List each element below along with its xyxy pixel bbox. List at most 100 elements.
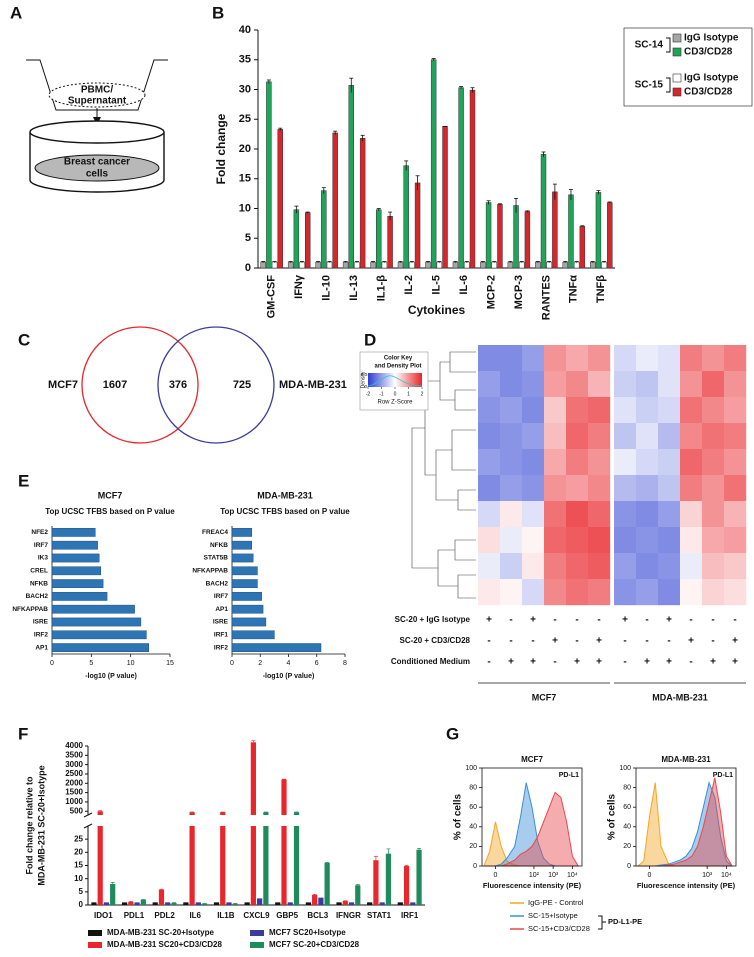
heatmap-cell — [544, 475, 567, 502]
density-curve — [367, 375, 423, 387]
heatmap-cell — [680, 501, 703, 528]
y-tick-label: NFKAPPAB — [192, 568, 228, 575]
bar — [257, 898, 263, 905]
bar — [326, 261, 333, 269]
bar — [231, 643, 322, 652]
bar — [379, 902, 385, 905]
bar — [51, 630, 147, 640]
bar — [376, 209, 382, 269]
condition-sign: - — [553, 615, 556, 626]
x-tick-label: 10 — [127, 660, 135, 667]
dendrogram — [411, 351, 476, 599]
heatmap-cell — [544, 423, 567, 450]
condition-sign: + — [688, 636, 694, 647]
key-density-tick: 0 — [364, 384, 367, 389]
venn-count: 725 — [233, 379, 251, 391]
x-tick-label: RANTES — [540, 275, 552, 320]
condition-sign: + — [666, 657, 672, 668]
bar — [231, 604, 264, 614]
heatmap-cell — [614, 397, 637, 424]
panel-letter: F — [18, 724, 28, 743]
heatmap-cell — [724, 475, 747, 502]
bar — [293, 209, 300, 269]
key-tick-label: 0 — [394, 391, 397, 397]
x-tick-label: 0 — [494, 872, 498, 879]
heatmap-cell — [588, 527, 611, 554]
heatmap-cell — [614, 423, 637, 450]
bar — [513, 205, 519, 269]
x-axis-title: Fluorescence intensity (PE) — [483, 881, 582, 890]
heatmap-cell — [724, 579, 747, 606]
heatmap-cell — [588, 449, 611, 476]
y-tick-label: AP1 — [215, 606, 228, 613]
bar — [220, 812, 226, 815]
venn-set — [81, 326, 199, 444]
axis-break — [83, 823, 93, 829]
chart-title: MCF7 — [98, 490, 123, 500]
bar — [568, 194, 574, 269]
bar — [552, 191, 558, 269]
y-tick-label: 2500 — [65, 769, 83, 778]
heatmap-cell — [680, 527, 703, 554]
condition-sign: + — [666, 615, 672, 626]
condition-sign: + — [732, 657, 738, 668]
y-tick-label: 500 — [70, 806, 84, 815]
bar — [312, 894, 318, 905]
bar — [315, 261, 321, 269]
heatmap-cell — [702, 371, 725, 398]
heatmap-cell — [636, 553, 659, 580]
heatmap-cell — [658, 501, 681, 528]
y-tick-label: 60 — [623, 804, 631, 811]
heatmap-cell — [588, 501, 611, 528]
chart-title: MDA-MB-231 — [661, 755, 711, 764]
bar — [158, 889, 165, 905]
bar — [231, 630, 275, 640]
heatmap-cell — [636, 449, 659, 476]
condition-sign: + — [732, 636, 738, 647]
x-axis-title: Cytokines — [408, 303, 466, 317]
heatmap-cell — [500, 423, 523, 450]
x-tick-label: BCL3 — [307, 911, 328, 920]
y-tick-label: 20 — [74, 847, 83, 856]
condition-sign: - — [645, 615, 648, 626]
bar — [263, 826, 269, 905]
legend-label: CD3/CD28 — [684, 47, 733, 58]
y-tick-label: NFKB — [210, 542, 228, 549]
x-tick-label: MCP-2 — [485, 275, 497, 309]
y-tick-label: IRF1 — [214, 632, 228, 639]
bar — [128, 901, 134, 905]
heatmap-cell — [522, 345, 545, 372]
heatmap-cell — [724, 527, 747, 554]
y-tick-label: 60 — [469, 804, 477, 811]
x-tick-label: CXCL9 — [243, 911, 270, 920]
heatmap-cell — [566, 527, 589, 554]
bar — [336, 902, 342, 905]
y-tick-label: 15 — [239, 173, 251, 185]
heatmap-cell — [500, 553, 523, 580]
y-tick-label: 0 — [245, 262, 251, 274]
heatmap-cell — [544, 553, 567, 580]
bar — [277, 129, 283, 269]
heatmap-cell — [566, 579, 589, 606]
x-tick-label: 6 — [315, 660, 319, 667]
bar — [519, 261, 525, 269]
heatmap-cell — [658, 579, 681, 606]
y-tick-label: 35 — [239, 54, 251, 66]
bar — [140, 899, 146, 905]
y-tick-label: IRF2 — [34, 632, 48, 639]
heatmap-cell — [478, 527, 501, 554]
bar — [497, 204, 503, 269]
y-tick-label: 80 — [469, 784, 477, 791]
y-tick-label: 40 — [623, 824, 631, 831]
legend-label: SC-15+CD3/CD28 — [528, 924, 590, 933]
y-tick-label: BACH2 — [206, 580, 229, 587]
bar — [231, 579, 258, 588]
heatmap-cell — [500, 371, 523, 398]
heatmap-cell — [478, 397, 501, 424]
condition-sign: + — [530, 657, 536, 668]
legend-bracket-label: PD-L1-PE — [608, 917, 642, 926]
cells-label: Breast cancer — [64, 157, 130, 168]
heatmap-cell — [658, 423, 681, 450]
bar — [458, 87, 464, 269]
heatmap-cell — [636, 475, 659, 502]
